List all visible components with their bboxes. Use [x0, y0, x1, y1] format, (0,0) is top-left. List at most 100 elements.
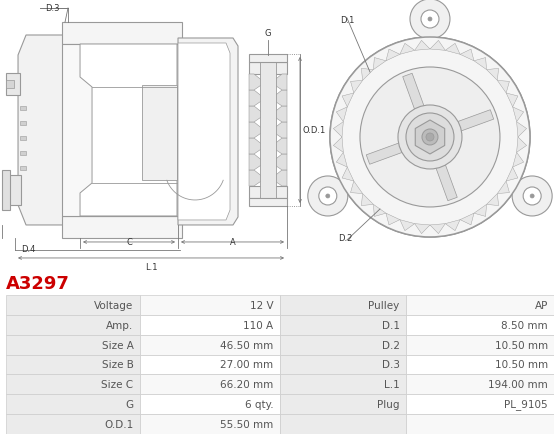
Text: 194.00 mm: 194.00 mm — [488, 379, 548, 389]
Bar — [20, 137, 26, 141]
Text: Voltage: Voltage — [94, 300, 133, 311]
Circle shape — [326, 194, 330, 198]
Polygon shape — [386, 214, 400, 226]
Bar — [62, 216, 182, 238]
Polygon shape — [474, 58, 487, 71]
Text: 27.00 mm: 27.00 mm — [220, 360, 273, 370]
Text: 10.50 mm: 10.50 mm — [494, 360, 548, 370]
Bar — [62, 45, 182, 216]
Text: D.1: D.1 — [381, 320, 400, 330]
Text: D.3: D.3 — [381, 360, 400, 370]
Text: 8.50 mm: 8.50 mm — [501, 320, 548, 330]
Bar — [140, 335, 280, 355]
Bar — [6, 394, 140, 414]
Bar — [6, 374, 140, 394]
Polygon shape — [18, 36, 68, 226]
Bar — [140, 355, 280, 374]
Circle shape — [426, 134, 434, 141]
Polygon shape — [342, 168, 354, 182]
Bar — [260, 58, 276, 204]
Polygon shape — [497, 81, 510, 94]
Bar — [406, 394, 554, 414]
Circle shape — [319, 187, 337, 205]
Bar — [280, 296, 406, 315]
Polygon shape — [517, 138, 526, 153]
Text: L.1: L.1 — [384, 379, 400, 389]
Bar — [249, 63, 287, 75]
Bar — [249, 187, 287, 198]
Text: L.1: L.1 — [145, 262, 157, 272]
Bar — [6, 335, 140, 355]
Circle shape — [330, 38, 530, 237]
Text: Size B: Size B — [101, 360, 133, 370]
Text: G: G — [265, 29, 271, 38]
Polygon shape — [249, 139, 287, 155]
Bar — [406, 414, 554, 434]
Polygon shape — [517, 123, 526, 138]
Text: 110 A: 110 A — [243, 320, 273, 330]
Text: PL_9105: PL_9105 — [504, 399, 548, 410]
Text: 55.50 mm: 55.50 mm — [220, 419, 273, 429]
Bar — [280, 315, 406, 335]
Circle shape — [421, 11, 439, 29]
Polygon shape — [361, 194, 374, 206]
Polygon shape — [435, 162, 458, 201]
Polygon shape — [351, 182, 362, 194]
Polygon shape — [366, 142, 405, 165]
Bar — [8, 176, 21, 205]
Circle shape — [410, 0, 450, 40]
Circle shape — [330, 38, 530, 237]
Bar — [140, 414, 280, 434]
Bar — [20, 152, 26, 155]
Polygon shape — [342, 94, 354, 108]
Bar — [6, 414, 140, 434]
Text: O.D.1: O.D.1 — [303, 126, 326, 135]
Text: A: A — [230, 237, 235, 247]
Polygon shape — [249, 123, 287, 139]
Circle shape — [523, 187, 541, 205]
Text: A3297: A3297 — [6, 275, 69, 293]
Polygon shape — [460, 214, 474, 226]
Polygon shape — [178, 39, 238, 226]
Text: D.2: D.2 — [338, 233, 352, 242]
Bar — [6, 296, 140, 315]
Circle shape — [406, 114, 454, 162]
Circle shape — [530, 194, 534, 198]
Bar — [280, 374, 406, 394]
Circle shape — [398, 106, 462, 170]
Text: C: C — [126, 237, 132, 247]
Bar — [6, 81, 14, 89]
Bar — [249, 198, 287, 206]
Bar — [280, 414, 406, 434]
Polygon shape — [506, 168, 518, 182]
Bar — [6, 315, 140, 335]
Circle shape — [422, 130, 438, 146]
Polygon shape — [249, 107, 287, 123]
Polygon shape — [386, 50, 400, 62]
Text: 66.20 mm: 66.20 mm — [220, 379, 273, 389]
Polygon shape — [249, 91, 287, 107]
Polygon shape — [333, 123, 343, 138]
Circle shape — [360, 68, 500, 208]
Text: AP: AP — [534, 300, 548, 311]
Polygon shape — [487, 69, 498, 81]
Text: D.3: D.3 — [45, 4, 60, 14]
Bar — [280, 335, 406, 355]
Text: G: G — [125, 399, 133, 409]
Polygon shape — [403, 74, 425, 113]
Polygon shape — [497, 182, 510, 194]
Polygon shape — [249, 170, 287, 187]
Polygon shape — [80, 45, 177, 216]
Polygon shape — [178, 44, 230, 220]
Bar — [140, 394, 280, 414]
Polygon shape — [512, 108, 524, 123]
Polygon shape — [445, 44, 460, 55]
Bar — [406, 335, 554, 355]
Bar — [140, 315, 280, 335]
Bar — [142, 86, 177, 180]
Polygon shape — [337, 108, 347, 123]
Polygon shape — [512, 153, 524, 168]
Circle shape — [512, 177, 552, 216]
Bar — [280, 355, 406, 374]
Text: 10.50 mm: 10.50 mm — [494, 340, 548, 350]
